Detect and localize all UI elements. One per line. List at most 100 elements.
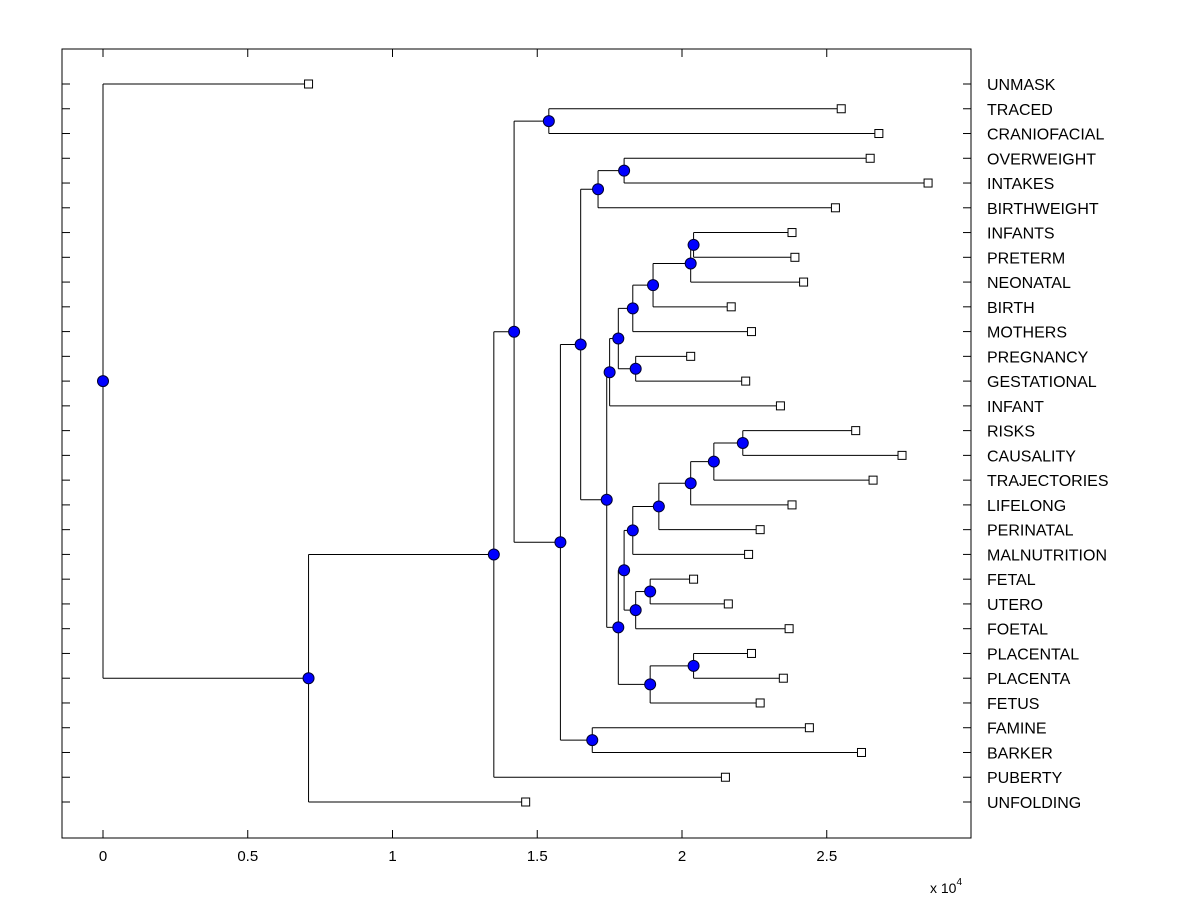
- leaf-marker-causality: [897, 450, 907, 460]
- leaf-marker-unfolding: [521, 797, 531, 807]
- leaf-label-birthweight: BIRTHWEIGHT: [987, 201, 1099, 218]
- node-marker-n_peri: [652, 500, 665, 513]
- node-marker-n_mot: [626, 302, 639, 315]
- x-tick-label: 0: [99, 848, 107, 865]
- leaf-marker-craniofacial: [874, 129, 884, 139]
- leaf-marker-overweight: [865, 153, 875, 163]
- leaf-marker-preterm: [790, 252, 800, 262]
- leaf-label-overweight: OVERWEIGHT: [987, 151, 1096, 168]
- leaf-label-malnutrition: MALNUTRITION: [987, 547, 1107, 564]
- leaf-marker-birth: [726, 302, 736, 312]
- leaf-marker-barker: [856, 747, 866, 757]
- node-marker-n_fetal: [644, 585, 657, 598]
- leaf-label-utero: UTERO: [987, 597, 1043, 614]
- node-marker-n_traced: [542, 115, 555, 128]
- node-marker-n_neo: [684, 257, 697, 270]
- leaf-marker-placental: [746, 648, 756, 658]
- leaf-label-risks: RISKS: [987, 424, 1035, 441]
- leaf-label-foetal: FOETAL: [987, 622, 1048, 639]
- leaf-marker-mothers: [746, 327, 756, 337]
- leaf-marker-famine: [804, 723, 814, 733]
- node-marker-n_foetal: [629, 604, 642, 617]
- leaf-label-craniofacial: CRANIOFACIAL: [987, 127, 1104, 144]
- leaf-marker-infants: [787, 228, 797, 238]
- node-marker-n_pub: [487, 548, 500, 561]
- leaf-label-mothers: MOTHERS: [987, 325, 1067, 342]
- x-tick-label: 1: [388, 848, 396, 865]
- plot-frame: [61, 48, 972, 839]
- leaf-label-infants: INFANTS: [987, 226, 1055, 243]
- leaf-label-barker: BARKER: [987, 745, 1053, 762]
- leaf-marker-fetal: [689, 574, 699, 584]
- leaf-label-neonatal: NEONATAL: [987, 275, 1071, 292]
- plot-axes: 0 0.5 1 1.5 2 2.5: [61, 48, 972, 865]
- x-tick-label: 0.5: [237, 848, 258, 865]
- leaf-marker-lifelong: [787, 500, 797, 510]
- leaf-label-unmask: UNMASK: [987, 77, 1056, 94]
- node-marker-n_ow: [618, 164, 631, 177]
- leaf-label-pregnancy: PREGNANCY: [987, 349, 1089, 366]
- leaf-label-preterm: PRETERM: [987, 250, 1065, 267]
- node-marker-n_life: [684, 477, 697, 490]
- node-marker-n_mfp: [612, 621, 625, 634]
- leaf-marker-infant: [775, 401, 785, 411]
- leaf-marker-unmask: [304, 79, 314, 89]
- leaf-marker-gestational: [741, 376, 751, 386]
- node-marker-n_bw: [592, 183, 605, 196]
- node-marker-n_famine: [586, 734, 599, 747]
- leaf-label-gestational: GESTATIONAL: [987, 374, 1097, 391]
- node-marker-root: [97, 375, 109, 388]
- leaf-marker-birthweight: [830, 203, 840, 213]
- leaf-marker-intakes: [923, 178, 933, 188]
- leaf-label-puberty: PUBERTY: [987, 770, 1063, 787]
- node-marker-n_risks: [736, 437, 749, 449]
- leaf-marker-trajectories: [868, 475, 878, 485]
- leaf-label-infant: INFANT: [987, 399, 1044, 416]
- node-marker-n_upper: [508, 325, 521, 338]
- node-marker-n_mf: [618, 564, 631, 577]
- node-marker-n_infant: [603, 366, 616, 379]
- node-marker-n_inf: [687, 238, 700, 251]
- leaf-marker-traced: [836, 104, 846, 114]
- leaf-label-intakes: INTAKES: [987, 176, 1054, 193]
- x-axis-multiplier: x 104: [930, 877, 962, 896]
- node-marker-n_bwbig: [574, 338, 587, 351]
- dendrogram-links: [102, 83, 929, 803]
- node-marker-n_plac: [687, 659, 700, 672]
- leaf-marker-pregnancy: [686, 351, 696, 361]
- leaf-marker-neonatal: [799, 277, 809, 287]
- leaf-marker-utero: [723, 599, 733, 609]
- leaf-marker-puberty: [720, 772, 730, 782]
- x-tick-label: 1.5: [527, 848, 548, 865]
- node-marker-n_fetus: [644, 678, 657, 691]
- leaf-label-famine: FAMINE: [987, 721, 1047, 738]
- node-marker-n_mid: [554, 536, 567, 549]
- leaf-label-unfolding: UNFOLDING: [987, 795, 1081, 812]
- leaf-label-perinatal: PERINATAL: [987, 523, 1074, 540]
- leaf-label-lifelong: LIFELONG: [987, 498, 1066, 515]
- leaf-label-traced: TRACED: [987, 102, 1053, 119]
- x-tick-label: 2: [678, 848, 686, 865]
- leaf-label-trajectories: TRAJECTORIES: [987, 473, 1109, 490]
- leaf-label-fetal: FETAL: [987, 572, 1036, 589]
- leaf-marker-placenta: [778, 673, 788, 683]
- leaf-marker-foetal: [784, 624, 794, 634]
- leaf-marker-malnutrition: [744, 549, 754, 559]
- node-marker-n_traj: [707, 455, 720, 468]
- leaf-marker-risks: [851, 426, 861, 436]
- leaf-marker-fetus: [755, 698, 765, 708]
- leaf-label-birth: BIRTH: [987, 300, 1035, 317]
- node-marker-n_unf: [302, 672, 315, 685]
- node-marker-n_mp: [612, 332, 625, 345]
- node-marker-n_preg: [629, 362, 642, 375]
- leaf-label-placenta: PLACENTA: [987, 671, 1071, 688]
- node-marker-n_big: [600, 493, 613, 506]
- node-marker-n_birth: [647, 279, 660, 292]
- node-marker-n_mal: [626, 524, 639, 537]
- leaf-labels: UNMASK TRACED CRANIOFACIAL OVERWEIGHT INTAKE…: [987, 77, 1109, 812]
- leaf-marker-perinatal: [755, 525, 765, 535]
- dendrogram-markers: [97, 79, 933, 807]
- leaf-label-fetus: FETUS: [987, 696, 1039, 713]
- leaf-label-causality: CAUSALITY: [987, 448, 1076, 465]
